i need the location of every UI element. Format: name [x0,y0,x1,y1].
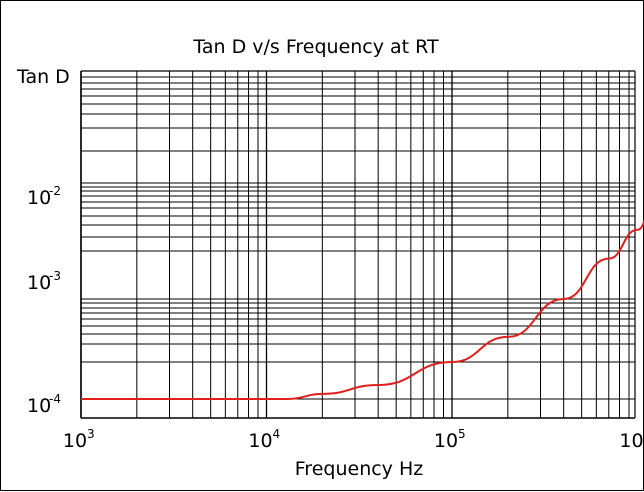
x-tick-label: 10 [619,430,643,452]
series-layer [81,210,644,399]
y-tick-exponent: -3 [49,269,61,283]
x-tick-label: 10 [63,430,87,452]
x-axis-label: Frequency Hz [295,458,423,480]
x-tick-label: 10 [434,430,458,452]
series-line [81,210,644,399]
x-tick-label: 10 [248,430,272,452]
x-tick-exponent: 4 [273,427,281,441]
x-tick-exponent: 3 [87,427,95,441]
y-tick-label: 10 [27,395,51,417]
y-axis-label: Tan D [16,66,70,88]
axes [81,71,635,418]
y-tick-label: 10 [27,187,51,209]
grid [81,71,635,418]
y-tick-exponent: -2 [49,184,61,198]
x-tick-exponent: 5 [458,427,466,441]
y-tick-label: 10 [27,272,51,294]
x-tick-labels: 103104105106 [63,427,644,452]
y-tick-exponent: -4 [49,392,61,406]
y-tick-labels: 10-210-310-4 [27,184,61,417]
chart-title: Tan D v/s Frequency at RT [192,36,439,58]
